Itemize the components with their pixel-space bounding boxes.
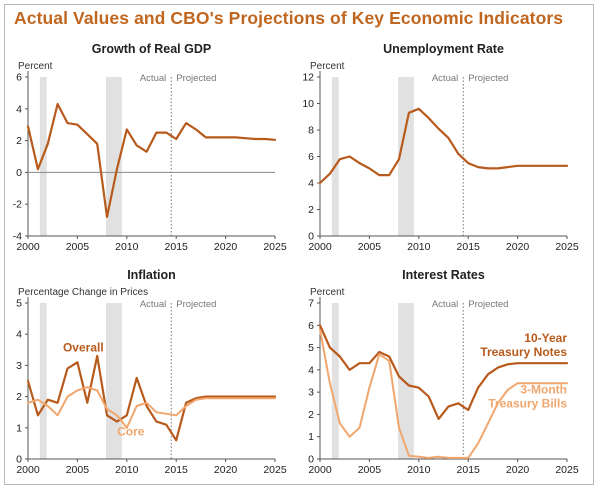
series-line — [27, 386, 276, 429]
y-tick-label: 0 — [16, 167, 22, 179]
panel-title: Unemployment Rate — [383, 42, 504, 56]
y-tick-label: 0 — [308, 231, 314, 243]
y-tick-label: 5 — [308, 342, 314, 354]
y-tick-label: 3 — [16, 360, 22, 372]
series-line — [319, 328, 568, 459]
y-axis-label: Percent — [310, 287, 345, 298]
x-tick-label: 2000 — [308, 464, 332, 476]
x-tick-label: 2015 — [165, 241, 189, 253]
series-line — [318, 107, 569, 185]
y-tick-label: 7 — [308, 298, 314, 310]
y-tick-label: 2 — [308, 204, 314, 216]
x-tick-label: 2015 — [165, 464, 189, 476]
series-label-line2: Treasury Bills — [488, 396, 567, 410]
x-tick-label: 2010 — [115, 241, 139, 253]
y-tick-label: 4 — [308, 364, 314, 376]
actual-region-label: Actual — [140, 73, 166, 84]
projected-region-label: Projected — [176, 73, 216, 84]
x-tick-label: 2005 — [358, 464, 382, 476]
y-axis-label: Percentage Change in Prices — [18, 287, 148, 298]
y-tick-label: 1 — [308, 431, 314, 443]
figure-frame — [4, 4, 594, 485]
y-tick-label: 5 — [16, 298, 22, 310]
x-tick-label: 2010 — [407, 241, 431, 253]
y-tick-label: 1 — [16, 422, 22, 434]
y-tick-label: 2 — [16, 135, 22, 147]
x-tick-label: 2015 — [457, 464, 481, 476]
recession-band — [331, 77, 339, 236]
y-tick-label: 4 — [308, 178, 314, 190]
x-tick-label: 2010 — [115, 464, 139, 476]
series-label: 3-Month — [520, 382, 567, 396]
actual-region-label: Actual — [432, 299, 458, 310]
series-line — [318, 324, 569, 420]
y-tick-label: 2 — [16, 391, 22, 403]
x-tick-label: 2000 — [16, 464, 40, 476]
x-tick-label: 2025 — [555, 241, 579, 253]
y-tick-label: 0 — [16, 454, 22, 466]
y-tick-label: 4 — [16, 329, 22, 341]
y-tick-label: -4 — [13, 231, 22, 243]
series-line — [26, 102, 277, 218]
y-tick-label: 8 — [308, 125, 314, 137]
x-tick-label: 2000 — [308, 241, 332, 253]
y-tick-label: 2 — [308, 409, 314, 421]
projected-region-label: Projected — [468, 299, 508, 310]
y-tick-label: 3 — [308, 387, 314, 399]
x-tick-label: 2015 — [457, 241, 481, 253]
y-tick-label: 12 — [302, 72, 314, 84]
x-tick-label: 2020 — [506, 464, 530, 476]
recession-band — [106, 77, 122, 236]
actual-region-label: Actual — [140, 299, 166, 310]
series-label: Overall — [63, 340, 104, 354]
y-axis-label: Percent — [18, 61, 53, 72]
series-label: Core — [117, 425, 145, 439]
y-tick-label: 6 — [308, 151, 314, 163]
panel-title: Growth of Real GDP — [92, 42, 211, 56]
x-tick-label: 2005 — [66, 464, 90, 476]
chart-panel: Unemployment Rate Percent Actual Projected 0… — [302, 42, 579, 253]
y-axis-label: Percent — [310, 61, 345, 72]
recession-band — [39, 303, 47, 459]
x-tick-label: 2005 — [358, 241, 382, 253]
y-tick-label: -2 — [13, 199, 22, 211]
y-tick-label: 0 — [308, 454, 314, 466]
actual-region-label: Actual — [432, 73, 458, 84]
series-line — [26, 354, 277, 442]
panel-title: Inflation — [127, 268, 176, 282]
x-tick-label: 2025 — [263, 241, 287, 253]
y-tick-label: 6 — [308, 320, 314, 332]
projected-region-label: Projected — [176, 299, 216, 310]
x-tick-label: 2025 — [555, 464, 579, 476]
page-title: Actual Values and CBO's Projections of K… — [14, 8, 564, 28]
recession-band — [398, 303, 414, 459]
x-tick-label: 2005 — [66, 241, 90, 253]
x-tick-label: 2020 — [214, 464, 238, 476]
y-tick-label: 4 — [16, 103, 22, 115]
chart-panel: Growth of Real GDP Percent Actual Projected… — [13, 42, 287, 253]
x-tick-label: 2010 — [407, 464, 431, 476]
x-tick-label: 2020 — [214, 241, 238, 253]
recession-band — [331, 303, 339, 459]
projected-region-label: Projected — [468, 73, 508, 84]
recession-band — [398, 77, 414, 236]
series-label-line2: Treasury Notes — [480, 345, 567, 359]
chart-panel: Interest Rates Percent Actual Projected 0 1 2 3… — [308, 268, 579, 476]
x-tick-label: 2025 — [263, 464, 287, 476]
panel-title: Interest Rates — [402, 268, 485, 282]
x-tick-label: 2000 — [16, 241, 40, 253]
chart-panel: Inflation Percentage Change in PricesActu… — [16, 268, 287, 476]
y-tick-label: 6 — [16, 72, 22, 84]
series-label: 10-Year — [524, 331, 567, 345]
y-tick-label: 10 — [302, 98, 314, 110]
x-tick-label: 2020 — [506, 241, 530, 253]
